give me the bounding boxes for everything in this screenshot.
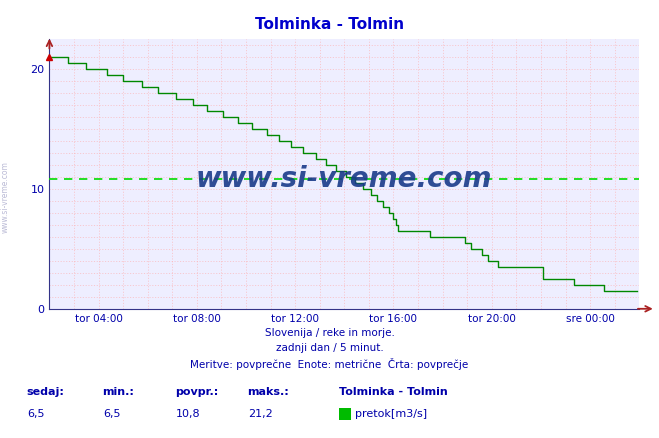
Text: zadnji dan / 5 minut.: zadnji dan / 5 minut. (275, 343, 384, 353)
Text: min.:: min.: (102, 387, 134, 397)
Text: www.si-vreme.com: www.si-vreme.com (1, 161, 10, 233)
Text: pretok[m3/s]: pretok[m3/s] (355, 409, 426, 419)
Text: 6,5: 6,5 (103, 409, 121, 419)
Text: www.si-vreme.com: www.si-vreme.com (196, 166, 492, 194)
Text: sedaj:: sedaj: (26, 387, 64, 397)
Text: maks.:: maks.: (247, 387, 289, 397)
Text: Tolminka - Tolmin: Tolminka - Tolmin (339, 387, 448, 397)
Text: Tolminka - Tolmin: Tolminka - Tolmin (255, 17, 404, 32)
Text: Slovenija / reke in morje.: Slovenija / reke in morje. (264, 328, 395, 338)
Text: 21,2: 21,2 (248, 409, 273, 419)
Text: povpr.:: povpr.: (175, 387, 218, 397)
Text: 10,8: 10,8 (176, 409, 200, 419)
Text: 6,5: 6,5 (28, 409, 45, 419)
Text: Meritve: povprečne  Enote: metrične  Črta: povprečje: Meritve: povprečne Enote: metrične Črta:… (190, 357, 469, 370)
